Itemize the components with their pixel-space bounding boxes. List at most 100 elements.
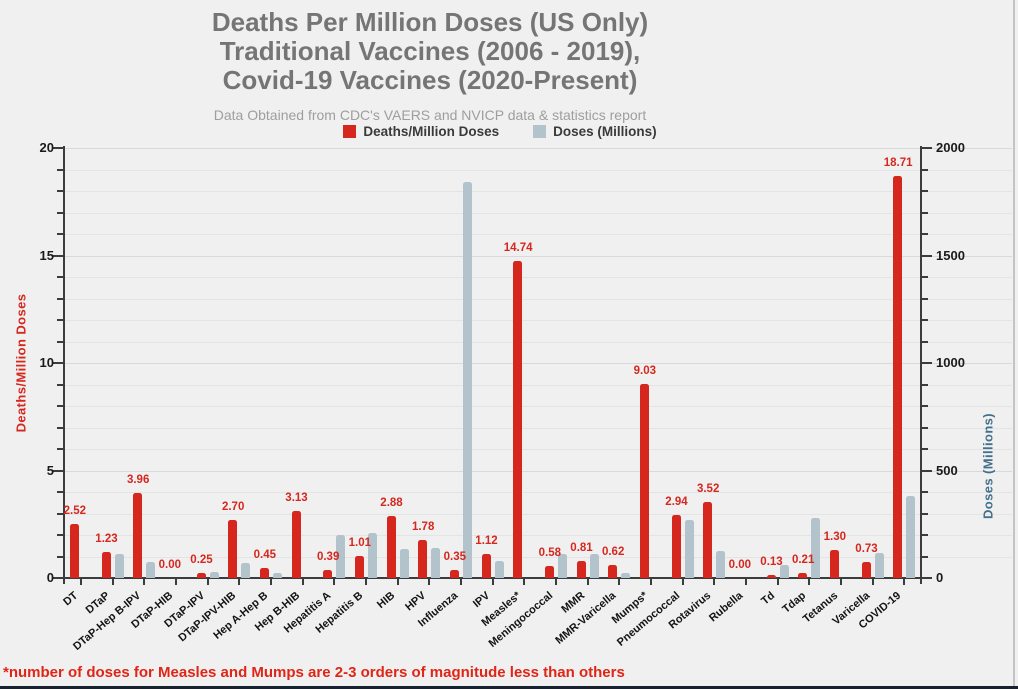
deaths-value-label: 0.39 [316, 550, 340, 563]
doses-bar [462, 182, 472, 578]
left-axis-tick-label: 5 [46, 462, 54, 478]
x-axis-tick [143, 578, 146, 585]
x-axis-tick [839, 578, 842, 585]
deaths-bar [386, 516, 396, 578]
left-axis-tick [53, 362, 63, 364]
left-axis-tick [57, 426, 63, 429]
doses-bar [367, 532, 377, 578]
right-axis-tick [922, 147, 932, 149]
chart-title: Deaths Per Million Doses (US Only) Tradi… [0, 8, 860, 95]
chart-title-line-1: Deaths Per Million Doses (US Only) [211, 7, 649, 37]
right-axis-tick [922, 254, 932, 257]
right-axis-tick [922, 383, 928, 386]
x-axis-tick [903, 578, 906, 585]
deaths-value-label: 0.00 [158, 559, 182, 571]
doses-bar [114, 554, 124, 578]
left-axis-tick [57, 512, 63, 515]
doses-bar [557, 554, 567, 578]
right-axis-tick [922, 555, 928, 558]
right-axis-tick [922, 168, 928, 171]
chart-subtitle: Data Obtained from CDC's VAERS and NVICP… [213, 107, 647, 123]
deaths-value-label: 0.62 [601, 545, 625, 558]
doses-bar [621, 572, 631, 578]
right-axis-tick [922, 190, 928, 192]
x-axis-tick [428, 578, 431, 585]
deaths-value-label: 1.23 [95, 532, 118, 545]
left-axis-tick [53, 469, 63, 472]
deaths-value-label: 0.25 [190, 553, 213, 566]
deaths-bar [544, 565, 554, 578]
right-axis-tick [922, 405, 928, 407]
deaths-value-label: 0.00 [728, 559, 752, 571]
deaths-bar [69, 523, 79, 578]
left-axis-tick-label: 0 [46, 570, 54, 585]
x-axis-tick [269, 578, 272, 585]
left-axis-tick [53, 577, 63, 579]
doses-legend-swatch-icon [533, 125, 547, 138]
left-axis-title: Deaths/Million Doses [13, 293, 29, 433]
right-axis-tick [922, 469, 932, 472]
deaths-value-label: 18.71 [883, 156, 913, 169]
minor-gridline [65, 427, 1012, 429]
deaths-bar [766, 575, 776, 578]
right-axis-tick [922, 362, 932, 364]
left-axis-tick [57, 340, 63, 343]
doses-bar [272, 572, 282, 578]
left-axis-tick-label: 10 [39, 355, 54, 370]
left-axis-tick [57, 405, 63, 407]
left-axis-tick [57, 297, 63, 300]
deaths-value-label: 9.03 [633, 364, 657, 377]
legend-label-deaths: Deaths/Million Doses [363, 124, 500, 139]
right-axis-line [920, 146, 922, 584]
deaths-value-label: 3.96 [126, 473, 150, 486]
right-axis-tick [922, 297, 928, 300]
x-axis-tick [523, 578, 526, 585]
deaths-bar [798, 573, 808, 578]
doses-bar [336, 535, 346, 578]
deaths-bar [133, 492, 143, 578]
deaths-bar [291, 510, 301, 578]
doses-bar [779, 565, 789, 578]
x-axis-tick [79, 578, 82, 585]
doses-bar [684, 519, 694, 578]
left-axis-tick [57, 534, 63, 536]
right-axis-tick-label: 1000 [936, 355, 965, 370]
deaths-value-label: 1.78 [411, 520, 435, 533]
minor-gridline [65, 556, 1012, 558]
chart-title-line-2: Traditional Vaccines (2006 - 2019), [219, 36, 641, 66]
minor-gridline [65, 277, 1012, 278]
left-axis-tick [57, 190, 63, 192]
x-axis-tick [238, 578, 241, 585]
right-axis-tick [922, 491, 928, 493]
deaths-value-label: 2.88 [380, 497, 403, 510]
deaths-bar [481, 553, 491, 578]
doses-bar [146, 561, 156, 578]
deaths-value-label: 1.30 [823, 531, 847, 544]
minor-gridline [65, 535, 1012, 536]
right-axis-tick [922, 534, 928, 536]
right-axis-tick [922, 319, 928, 321]
legend-item-doses: Doses (Millions) [533, 124, 657, 139]
deaths-bar [639, 383, 649, 578]
x-axis-tick [554, 578, 557, 585]
deaths-value-label: 0.58 [538, 546, 562, 559]
deaths-value-label: 0.21 [791, 554, 815, 567]
right-axis-title: Doses (Millions) [980, 412, 996, 520]
deaths-legend-swatch-icon [343, 125, 357, 138]
minor-gridline [65, 492, 1012, 493]
x-axis-tick [744, 578, 747, 585]
doses-bar [716, 551, 726, 578]
chart-title-line-3: Covid-19 Vaccines (2020-Present) [222, 65, 638, 95]
x-axis-tick [649, 578, 652, 585]
left-axis-line [63, 146, 65, 584]
left-axis-tick [57, 383, 63, 386]
right-axis-tick [922, 448, 928, 450]
doses-bar [209, 571, 219, 578]
doses-bar [494, 560, 504, 578]
deaths-value-label: 0.13 [760, 556, 783, 569]
deaths-value-label: 1.12 [475, 534, 498, 547]
right-axis-tick-label: 0 [936, 570, 944, 585]
left-axis-tick [57, 211, 63, 214]
deaths-value-label: 14.74 [503, 242, 533, 255]
